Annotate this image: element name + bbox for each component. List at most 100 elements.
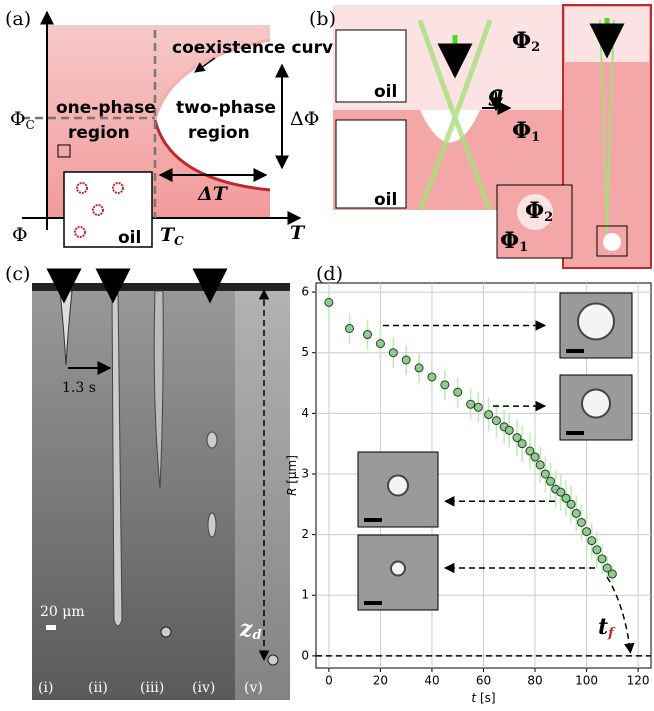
text: Φ2 (512, 28, 540, 55)
data-point (530, 452, 540, 462)
inset-source (596, 225, 628, 257)
data-point (597, 554, 607, 564)
sub: d (253, 628, 262, 643)
droplet (206, 431, 218, 449)
y-tick-label: 0 (301, 648, 309, 662)
main: R (285, 488, 299, 496)
data-point (546, 476, 555, 486)
text: oil (374, 190, 397, 210)
text: zd (239, 616, 262, 643)
scale-bar (46, 625, 56, 630)
data-point (535, 460, 545, 470)
main: t (598, 614, 608, 640)
x-tick-label: 80 (527, 674, 542, 688)
text: (v) (244, 680, 263, 696)
data-point (473, 402, 483, 412)
main: Φ (525, 198, 544, 224)
panel-c: (c) 1.3 s 20 μm zd (i) (ii) (iii) (iv) (… (5, 263, 290, 700)
text: Φ1 (500, 228, 528, 255)
data-point (561, 493, 571, 503)
thread (59, 290, 73, 366)
data-point (582, 527, 592, 537)
text: ΔT (197, 183, 229, 205)
data-point (602, 563, 612, 573)
data-point (401, 355, 411, 365)
micelle (92, 204, 104, 216)
text: oil (118, 228, 141, 248)
arrow (606, 576, 635, 654)
text: oil (374, 82, 397, 102)
scale-bar (566, 349, 584, 353)
main: z (239, 616, 253, 642)
panel-label: (d) (316, 263, 343, 285)
scale-bar (364, 601, 382, 605)
text: (iv) (192, 680, 215, 696)
data-point (540, 469, 550, 479)
panel-b: (b) g oil oil Φ2 Φ1 Φ2 Φ1 (309, 4, 652, 269)
annotation: tf (598, 614, 616, 641)
main: Φ (500, 228, 519, 254)
panel-label: (a) (5, 8, 31, 30)
text: 20 μm (40, 604, 85, 620)
text: g (488, 81, 503, 107)
panel-label: (b) (309, 8, 336, 30)
data-point (466, 399, 476, 409)
sub: 2 (544, 210, 553, 225)
sub: 1 (531, 130, 540, 145)
text: TC (160, 224, 184, 248)
data-point (571, 508, 581, 518)
data-point (556, 487, 566, 497)
data-point (388, 348, 398, 358)
main: t (471, 691, 477, 705)
text: coexistence curve (172, 38, 345, 58)
data-point (576, 517, 586, 527)
micelle (74, 226, 86, 238)
y-tick-label: 6 (301, 285, 309, 299)
x-tick-label: 40 (424, 674, 439, 688)
curve-upper (153, 38, 271, 121)
inset-droplet (577, 302, 615, 341)
main: Φ (512, 28, 531, 54)
x-tick-label: 120 (627, 674, 650, 688)
main: Φ (512, 118, 531, 144)
sub: f (607, 626, 616, 641)
data-point (345, 323, 354, 333)
text: (iii) (140, 680, 164, 696)
y-tick-label: 2 (301, 527, 309, 541)
droplet (160, 626, 172, 638)
data-point (440, 380, 450, 390)
panel-label: (c) (5, 263, 30, 285)
data-point (453, 387, 463, 397)
box (335, 119, 407, 209)
text: region (188, 123, 250, 143)
data-point (587, 536, 597, 546)
text: ΦC (10, 108, 35, 132)
text: two-phase (176, 98, 276, 118)
text: 1.3 s (62, 380, 96, 396)
data-point (566, 499, 576, 509)
curve-lower (153, 119, 271, 192)
data-point (607, 569, 617, 579)
x-tick-label: 0 (325, 674, 333, 688)
scale-bar (364, 518, 382, 522)
text: ΔΦ (290, 108, 319, 130)
data-point (427, 372, 437, 382)
droplet (267, 654, 279, 666)
y-tick-label: 4 (301, 406, 309, 420)
text: (ii) (88, 680, 108, 696)
main: Φ (10, 108, 26, 130)
x-tick-label: 100 (575, 674, 598, 688)
text: Φ2 (525, 198, 553, 225)
x-tick-label: 60 (476, 674, 491, 688)
y-tick-label: 1 (301, 588, 309, 602)
sub: C (26, 118, 35, 132)
main: T (160, 224, 176, 246)
arrow (194, 57, 216, 73)
sub: C (174, 234, 184, 248)
droplet (207, 512, 217, 538)
data-point (324, 297, 334, 307)
micelle (112, 182, 124, 194)
data-point (504, 425, 514, 435)
edge (32, 283, 290, 291)
unit: [s] (476, 691, 495, 705)
